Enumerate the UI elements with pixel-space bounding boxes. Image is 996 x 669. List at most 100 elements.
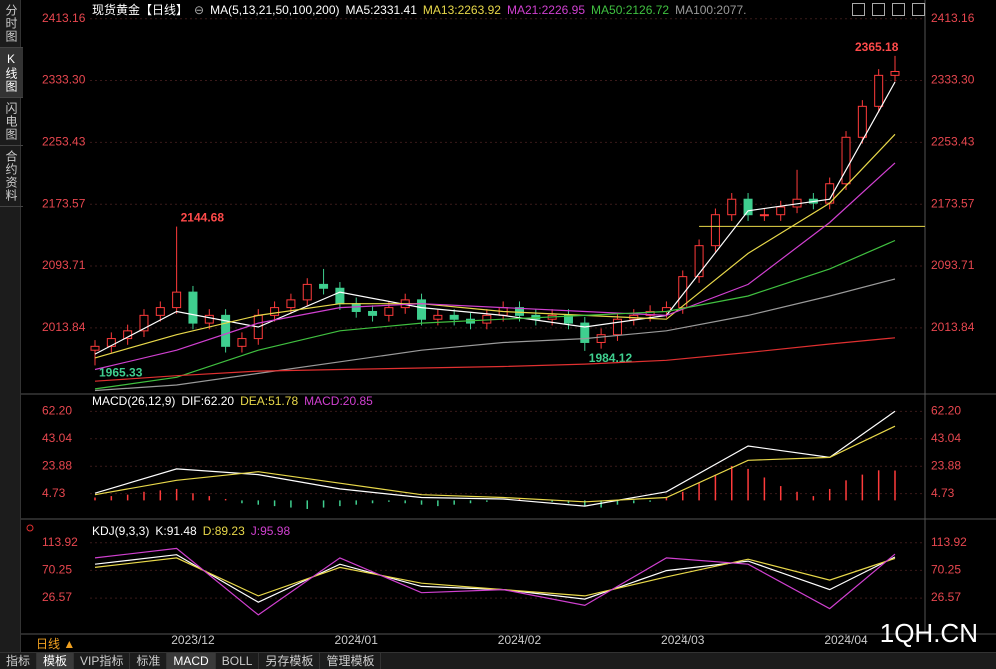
window-icon[interactable]	[872, 3, 885, 16]
candle-body	[270, 307, 280, 316]
ma-legend: MA(5,13,21,50,100,200)	[210, 3, 340, 17]
zoom-icon[interactable]: ⊖	[194, 3, 205, 17]
macd-header: MACD(26,12,9) DIF:62.20 DEA:51.78 MACD:20.…	[92, 393, 373, 409]
candle-body	[139, 314, 149, 332]
window-icon[interactable]	[912, 3, 925, 16]
side-tab[interactable]: 分时图	[0, 0, 23, 48]
toolbar-tab[interactable]: 标准	[130, 653, 168, 669]
candle-body	[319, 283, 329, 289]
candle-body	[188, 291, 198, 324]
series-line	[94, 410, 896, 507]
x-tick-label: 2023/12	[171, 633, 215, 647]
legend-entry: DIF:62.20	[181, 394, 235, 408]
legend-entry: D:89.23	[202, 524, 245, 538]
toolbar-tab[interactable]: VIP指标	[74, 653, 131, 669]
toolbar-tab[interactable]: 模板	[37, 653, 75, 669]
y-tick-label: 2253.43	[42, 135, 86, 149]
legend-entry: MA50:2126.72	[591, 3, 670, 17]
window-icon[interactable]	[852, 3, 865, 16]
period-selector[interactable]: 日线 ▲	[36, 637, 76, 651]
x-tick-label: 2024/04	[824, 633, 868, 647]
watermark: 1QH.CN	[879, 618, 978, 648]
y-tick-label: 62.20	[42, 403, 72, 417]
candle-body	[857, 105, 867, 138]
toolbar-tab[interactable]: 管理模板	[320, 653, 382, 669]
x-tick-label: 2024/02	[498, 633, 542, 647]
legend-entry: MA21:2226.95	[506, 3, 586, 17]
y-tick-label: 23.88	[42, 458, 72, 472]
window-icon[interactable]	[892, 3, 905, 16]
y-tick-label: 2093.71	[931, 258, 975, 272]
candle-body	[580, 322, 590, 343]
side-tab[interactable]: K线图	[0, 48, 23, 98]
candle-body	[759, 214, 769, 217]
series-line	[94, 239, 896, 390]
candle-body	[645, 310, 655, 316]
candle-body	[106, 338, 116, 347]
sidebar: 分时图 K线图 闪电图 合约资料	[0, 0, 23, 652]
candle-body	[563, 314, 573, 324]
x-tick-label: 2024/03	[661, 633, 705, 647]
side-tab[interactable]: 闪电图	[0, 98, 23, 146]
y-tick-label: 4.73	[42, 486, 66, 500]
candle-body	[417, 299, 427, 320]
candle-body	[727, 198, 737, 216]
y-tick-label: 2253.43	[931, 135, 975, 149]
candle-body	[694, 245, 704, 278]
series-line	[94, 337, 896, 382]
y-tick-label: 2173.57	[42, 196, 86, 210]
series-line	[94, 547, 896, 616]
y-tick-label: 2093.71	[42, 258, 86, 272]
candle-body	[286, 299, 296, 309]
y-tick-label: 2413.16	[931, 11, 975, 25]
side-tab[interactable]: 合约资料	[0, 146, 23, 207]
candle-body	[335, 287, 345, 305]
chart: 2013.84 2013.84 2093.71 2093.71 2173.57 2173.…	[21, 0, 996, 647]
y-tick-label: 4.73	[931, 486, 955, 500]
y-tick-label: 2413.16	[42, 11, 86, 25]
candle-body	[172, 291, 182, 309]
high-label: 2144.68	[181, 211, 225, 225]
y-tick-label: 43.04	[931, 431, 961, 445]
candle-body	[874, 74, 884, 107]
series-line	[94, 278, 896, 392]
candle-body	[890, 70, 900, 76]
candle-body	[368, 310, 378, 316]
toolbar-tab[interactable]: 指标	[0, 653, 38, 669]
toolbar: 指标 模板 VIP指标 标准 MACD BOLL 另存模板 管理模板	[0, 652, 996, 669]
legend-entry: MACD:20.85	[304, 394, 373, 408]
candle-body	[776, 206, 786, 216]
chart-title: 现货黄金【日线】	[92, 3, 189, 17]
kdj-icon[interactable]	[26, 524, 34, 532]
y-tick-label: 62.20	[931, 403, 961, 417]
legend-entry: MA100:2077.	[675, 3, 747, 17]
candle-body	[384, 307, 394, 316]
x-tick-label: 2024/01	[335, 633, 379, 647]
y-tick-label: 70.25	[931, 563, 961, 577]
y-tick-label: 26.57	[42, 590, 72, 604]
price-header: 现货黄金【日线】 ⊖ MA(5,13,21,50,100,200) MA5:23…	[92, 2, 746, 18]
series-line	[94, 162, 896, 371]
toolbar-tab[interactable]: MACD	[167, 653, 216, 669]
kdj-header: KDJ(9,3,3) K:91.48 D:89.23 J:95.98	[92, 523, 290, 539]
candle-body	[482, 314, 492, 324]
candle-body	[612, 318, 622, 336]
candle-body	[90, 345, 100, 351]
low-label: 1984.12	[589, 351, 633, 365]
y-tick-label: 43.04	[42, 431, 72, 445]
candle-body	[204, 314, 214, 324]
y-tick-label: 2013.84	[931, 320, 975, 334]
chart-title: KDJ(9,3,3)	[92, 524, 150, 538]
y-tick-label: 70.25	[42, 563, 72, 577]
candle-body	[302, 283, 312, 301]
legend-entry: MA13:2263.92	[422, 3, 501, 17]
toolbar-tab[interactable]: BOLL	[216, 653, 260, 669]
candle-body	[710, 214, 720, 247]
toolbar-tab[interactable]: 另存模板	[259, 653, 321, 669]
candle-body	[596, 334, 606, 343]
candle-body	[221, 314, 231, 347]
candle-body	[841, 136, 851, 185]
candle-body	[155, 307, 165, 316]
high-label: 2365.18	[855, 40, 899, 54]
